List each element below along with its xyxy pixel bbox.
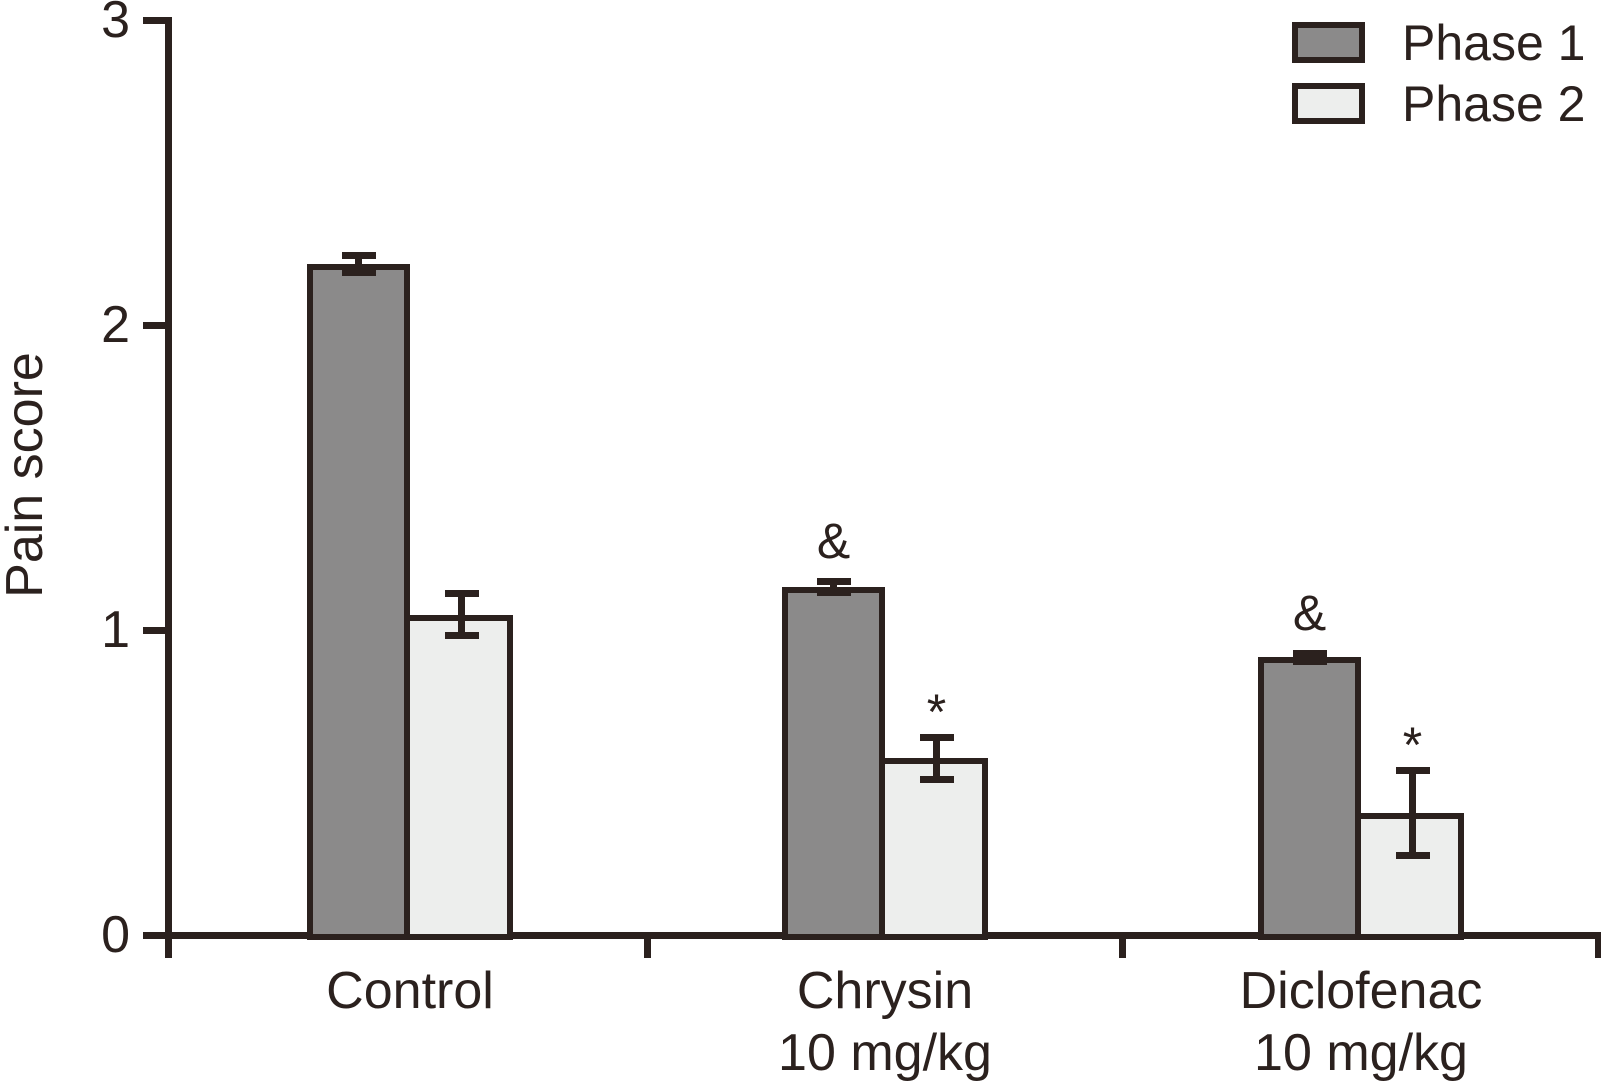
bar-phase-2-control [404, 614, 513, 940]
x-category-label-line: 10 mg/kg [1254, 1024, 1468, 1082]
x-category-label-control: Control [326, 960, 494, 1022]
significance-marker-chrysin-10-mg-kg: * [926, 683, 947, 740]
x-tick [1595, 939, 1601, 958]
bar-phase-2-chrysin-10-mg-kg [879, 758, 988, 940]
error-bar-stem-chrysin-10-mg-kg [830, 578, 837, 597]
error-bar-stem-control [355, 251, 362, 277]
y-axis-line [165, 17, 172, 958]
bar-phase-1-chrysin-10-mg-kg [782, 587, 885, 940]
error-bar-cap-top-diclofenac-10-mg-kg [1292, 649, 1327, 657]
y-tick [143, 17, 165, 24]
legend-swatch-phase2 [1292, 83, 1365, 124]
y-tick-label: 0 [101, 906, 130, 964]
error-bar-cap-bottom-control [341, 269, 376, 277]
significance-marker-diclofenac-10-mg-kg: * [1402, 717, 1423, 774]
error-bar-stem-diclofenac-10-mg-kg [1409, 767, 1416, 859]
error-bar-cap-top-chrysin-10-mg-kg [919, 733, 954, 741]
legend-label-phase2: Phase 2 [1402, 76, 1586, 132]
error-bar-cap-top-chrysin-10-mg-kg [816, 578, 851, 586]
error-bar-cap-top-control [341, 251, 376, 259]
legend-swatch-phase1 [1292, 22, 1365, 63]
error-bar-cap-top-diclofenac-10-mg-kg [1395, 767, 1430, 775]
x-category-label-diclofenac-10-mg-kg: Diclofenac 10 mg/kg [1240, 960, 1483, 1084]
error-bar-stem-chrysin-10-mg-kg [933, 733, 940, 783]
x-category-label-line: Control [326, 962, 494, 1020]
error-bar-cap-bottom-chrysin-10-mg-kg [919, 775, 954, 783]
significance-marker-chrysin-10-mg-kg: & [816, 513, 851, 570]
x-category-label-chrysin-10-mg-kg: Chrysin 10 mg/kg [778, 960, 992, 1084]
bar-phase-1-control [307, 264, 410, 940]
y-tick [143, 627, 165, 634]
y-axis-title: Pain score [0, 352, 54, 598]
y-tick [143, 932, 165, 939]
y-tick-label: 2 [101, 296, 130, 354]
error-bar-cap-bottom-diclofenac-10-mg-kg [1292, 658, 1327, 666]
error-bar-cap-bottom-diclofenac-10-mg-kg [1395, 851, 1430, 859]
error-bar-cap-top-control [444, 590, 479, 598]
y-tick [143, 322, 165, 329]
x-category-label-line: Diclofenac [1239, 962, 1483, 1020]
y-tick-label: 1 [101, 601, 130, 659]
error-bar-cap-bottom-chrysin-10-mg-kg [816, 589, 851, 597]
error-bar-stem-control [458, 590, 465, 640]
bar-phase-1-diclofenac-10-mg-kg [1258, 657, 1361, 940]
x-tick [1119, 939, 1126, 958]
error-bar-cap-bottom-control [444, 632, 479, 640]
x-tick [644, 939, 651, 958]
significance-marker-diclofenac-10-mg-kg: & [1292, 584, 1327, 641]
y-tick-label: 3 [101, 0, 130, 49]
x-category-label-line: 10 mg/kg [778, 1024, 992, 1082]
legend-label-phase1: Phase 1 [1402, 15, 1586, 71]
error-bar-stem-diclofenac-10-mg-kg [1306, 649, 1313, 666]
x-category-label-line: Chrysin [796, 962, 974, 1020]
